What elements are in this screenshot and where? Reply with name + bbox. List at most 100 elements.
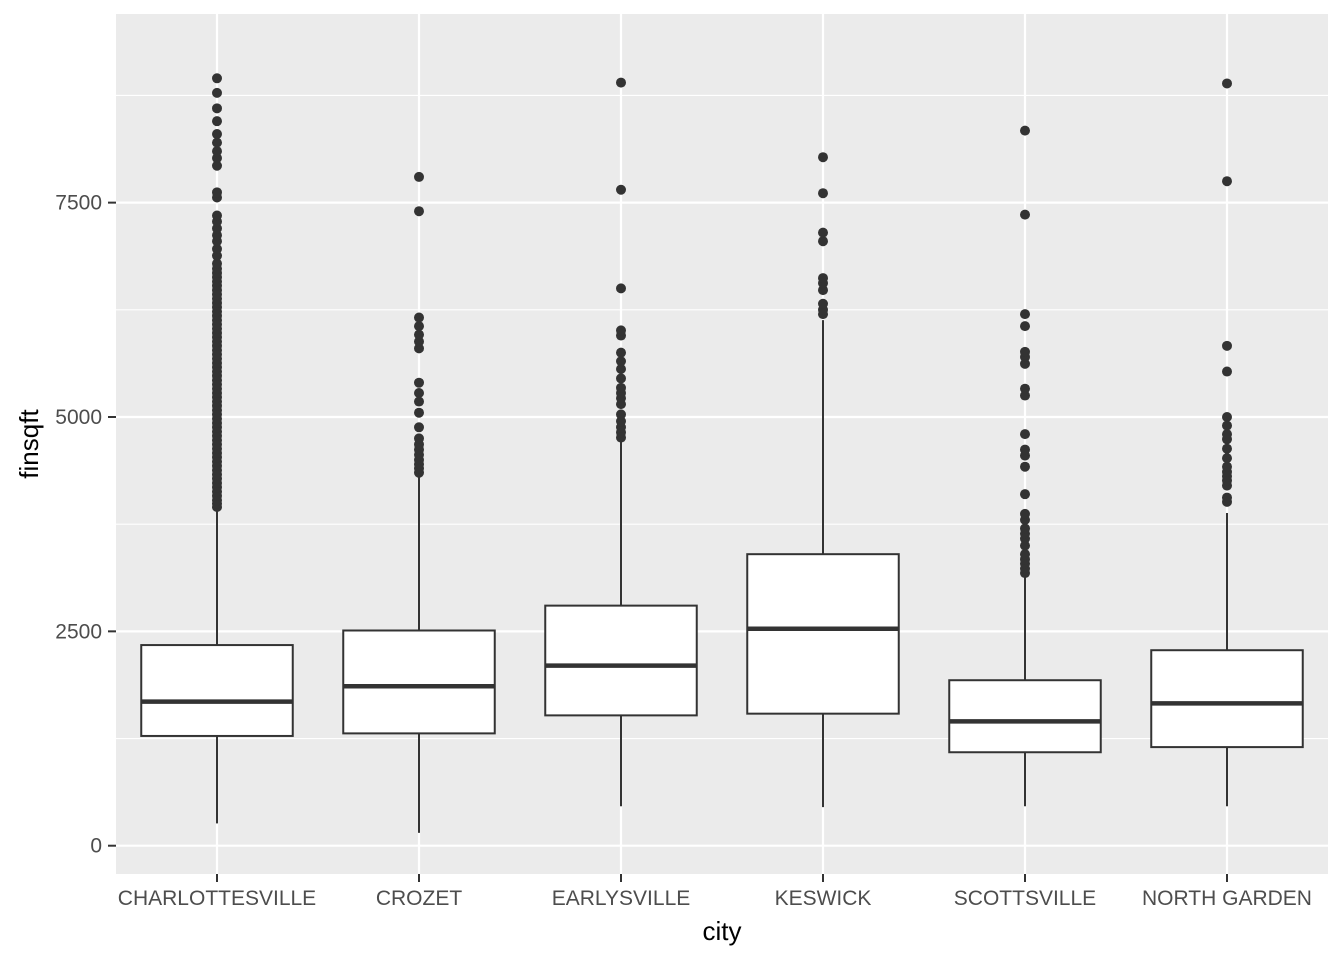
boxes <box>140 73 1304 833</box>
y-axis-title: finsqft <box>14 409 44 479</box>
outlier-point <box>414 407 424 418</box>
outlier-point <box>616 382 626 393</box>
outlier-point <box>212 187 222 198</box>
outlier-point <box>1020 383 1030 394</box>
box-iqr <box>342 629 496 735</box>
outlier-point <box>414 312 424 323</box>
outlier-point <box>414 206 424 217</box>
box-iqr <box>746 553 900 715</box>
outlier-point <box>1222 420 1232 431</box>
box-north-garden <box>1150 78 1304 807</box>
outlier-point <box>818 227 828 238</box>
box-scottsville <box>948 125 1102 807</box>
outlier-point <box>616 409 626 420</box>
outlier-point <box>414 422 424 433</box>
outlier-point <box>616 77 626 88</box>
outlier-point <box>212 146 222 157</box>
box-iqr <box>140 644 294 737</box>
x-tick-label: SCOTTSVILLE <box>954 887 1096 910</box>
y-tick-label: 7500 <box>55 192 102 215</box>
outlier-point <box>1020 444 1030 455</box>
outlier-point <box>1222 366 1232 377</box>
x-tick-label: KESWICK <box>775 887 872 910</box>
box-charlottesville <box>140 73 294 824</box>
outlier-point <box>212 210 222 221</box>
outlier-point <box>1222 78 1232 89</box>
outlier-point <box>1222 443 1232 454</box>
outlier-point <box>818 236 828 247</box>
outlier-point <box>212 103 222 114</box>
outlier-point <box>818 188 828 199</box>
outlier-point <box>1020 489 1030 500</box>
x-tick-label: CROZET <box>376 887 463 910</box>
plot-panel <box>116 14 1328 874</box>
y-axis: 0 2500 5000 7500 <box>55 192 116 858</box>
y-tick-label: 0 <box>90 835 102 858</box>
box-iqr <box>1150 649 1304 749</box>
box-iqr <box>948 679 1102 754</box>
outlier-point <box>1222 453 1232 464</box>
outlier-point <box>212 129 222 140</box>
outlier-point <box>212 137 222 148</box>
x-tick-label: NORTH GARDEN <box>1142 887 1312 910</box>
grid-minor <box>116 94 1328 740</box>
outlier-point <box>1222 176 1232 187</box>
outlier-point <box>212 153 222 164</box>
outlier-point <box>1020 209 1030 220</box>
outlier-point <box>1222 492 1232 503</box>
box-earlysville <box>544 77 698 807</box>
outlier-point <box>212 223 222 234</box>
outlier-point <box>1222 340 1232 351</box>
box-keswick <box>746 152 900 808</box>
outlier-point <box>1020 346 1030 357</box>
x-tick-label: CHARLOTTESVILLE <box>118 887 316 910</box>
outlier-point <box>414 336 424 347</box>
outlier-point <box>1222 429 1232 440</box>
y-tick-label: 2500 <box>55 620 102 643</box>
outlier-point <box>1020 358 1030 369</box>
outlier-point <box>1020 309 1030 320</box>
outlier-point <box>616 347 626 358</box>
x-axis: CHARLOTTESVILLE CROZET EARLYSVILLE KESWICK S… <box>118 874 1312 910</box>
outlier-point <box>616 373 626 384</box>
outlier-point <box>818 152 828 163</box>
x-tick-label: EARLYSVILLE <box>552 887 691 910</box>
outlier-point <box>212 250 222 261</box>
outlier-point <box>1020 429 1030 440</box>
outlier-point <box>1020 540 1030 551</box>
outlier-point <box>414 171 424 182</box>
outlier-point <box>212 243 222 254</box>
outlier-point <box>1020 390 1030 401</box>
outlier-point <box>414 321 424 332</box>
outlier-point <box>414 396 424 407</box>
outlier-point <box>414 343 424 354</box>
box-crozet <box>342 171 496 833</box>
outlier-point <box>1020 549 1030 560</box>
outlier-point <box>1020 523 1030 534</box>
outlier-point <box>212 116 222 127</box>
outlier-point <box>616 184 626 195</box>
outlier-point <box>414 377 424 388</box>
outlier-point <box>1020 461 1030 472</box>
outlier-point <box>212 87 222 98</box>
outlier-point <box>616 356 626 367</box>
outlier-point <box>1020 125 1030 136</box>
outlier-point <box>212 73 222 84</box>
outlier-point <box>1020 321 1030 332</box>
x-axis-title: city <box>703 916 742 946</box>
outlier-point <box>1222 461 1232 472</box>
outlier-point <box>212 160 222 171</box>
outlier-point <box>818 298 828 309</box>
outlier-point <box>1020 508 1030 519</box>
outlier-point <box>212 258 222 269</box>
box-iqr <box>544 604 698 717</box>
y-tick-label: 5000 <box>55 406 102 429</box>
outlier-point <box>414 329 424 340</box>
outlier-point <box>616 363 626 374</box>
outlier-point <box>818 285 828 296</box>
outlier-point <box>616 325 626 336</box>
outlier-point <box>616 283 626 294</box>
outlier-point <box>616 416 626 427</box>
outlier-point <box>212 230 222 241</box>
